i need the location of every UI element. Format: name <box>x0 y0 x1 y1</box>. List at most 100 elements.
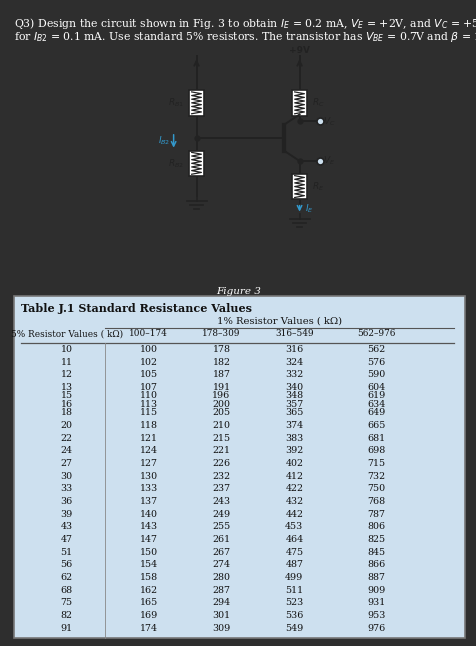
Text: 365: 365 <box>285 408 303 417</box>
Text: 487: 487 <box>285 560 303 569</box>
Text: 280: 280 <box>212 573 230 582</box>
Text: 261: 261 <box>212 535 230 544</box>
Text: 22: 22 <box>60 433 72 443</box>
FancyBboxPatch shape <box>14 296 464 638</box>
Text: 137: 137 <box>139 497 157 506</box>
Text: 732: 732 <box>367 472 385 481</box>
Text: $V_E$: $V_E$ <box>322 155 335 167</box>
Text: 150: 150 <box>139 548 157 556</box>
Text: 43: 43 <box>60 522 72 531</box>
Text: 68: 68 <box>60 585 72 594</box>
Text: 196
200: 196 200 <box>212 391 230 410</box>
Text: 374: 374 <box>285 421 303 430</box>
Text: 267: 267 <box>212 548 230 556</box>
Text: 249: 249 <box>212 510 230 519</box>
Text: 10: 10 <box>60 345 72 354</box>
Text: 866: 866 <box>367 560 385 569</box>
Text: 18: 18 <box>60 408 72 417</box>
Text: Figure 3: Figure 3 <box>216 287 260 297</box>
Text: 11: 11 <box>60 357 72 366</box>
Text: 549: 549 <box>285 623 303 632</box>
Text: 340: 340 <box>285 383 303 392</box>
Text: 75: 75 <box>60 598 72 607</box>
Text: 787: 787 <box>367 510 385 519</box>
Text: 931: 931 <box>367 598 385 607</box>
Text: 309: 309 <box>212 623 230 632</box>
Bar <box>189 90 203 116</box>
Text: Table J.1 Standard Resistance Values: Table J.1 Standard Resistance Values <box>21 302 251 313</box>
Text: 221: 221 <box>212 446 230 455</box>
Text: 464: 464 <box>285 535 303 544</box>
Text: $R_E$: $R_E$ <box>312 180 324 193</box>
Text: $R_{B2}$: $R_{B2}$ <box>167 157 183 169</box>
Text: 127: 127 <box>139 459 157 468</box>
Text: 169: 169 <box>139 611 158 620</box>
Text: 392: 392 <box>285 446 303 455</box>
Text: 237: 237 <box>212 484 230 493</box>
Text: 442: 442 <box>285 510 303 519</box>
Text: 294: 294 <box>212 598 230 607</box>
Text: 100–174: 100–174 <box>129 329 168 339</box>
Text: 523: 523 <box>285 598 303 607</box>
Text: 27: 27 <box>60 459 72 468</box>
Text: $V_C$: $V_C$ <box>322 115 335 128</box>
Text: 665: 665 <box>367 421 385 430</box>
Text: for $I_{B2}$ = 0.1 mA. Use standard 5% resistors. The transistor has $V_{BE}$ = : for $I_{B2}$ = 0.1 mA. Use standard 5% r… <box>14 30 476 45</box>
Bar <box>292 174 306 200</box>
Text: 226: 226 <box>212 459 230 468</box>
Text: 475: 475 <box>285 548 303 556</box>
Text: 107: 107 <box>139 383 157 392</box>
Text: $I_E$: $I_E$ <box>304 202 313 215</box>
Text: 147: 147 <box>139 535 157 544</box>
Text: 133: 133 <box>139 484 158 493</box>
Text: 20: 20 <box>60 421 72 430</box>
Text: 562–976: 562–976 <box>357 329 395 339</box>
Text: 24: 24 <box>60 446 72 455</box>
Text: 91: 91 <box>60 623 72 632</box>
Text: 110
113: 110 113 <box>139 391 157 410</box>
Text: 768: 768 <box>367 497 385 506</box>
Text: 681: 681 <box>367 433 385 443</box>
Text: 274: 274 <box>212 560 230 569</box>
Text: 562: 562 <box>367 345 385 354</box>
Text: 15
16: 15 16 <box>60 391 72 410</box>
Text: 178–309: 178–309 <box>202 329 240 339</box>
Text: 124: 124 <box>139 446 157 455</box>
Text: 182: 182 <box>212 357 230 366</box>
Text: 909: 909 <box>367 585 385 594</box>
Text: 348
357: 348 357 <box>285 391 303 410</box>
Text: 154: 154 <box>139 560 157 569</box>
Text: 1% Resistor Values ( kΩ): 1% Resistor Values ( kΩ) <box>217 317 341 326</box>
Text: 162: 162 <box>139 585 157 594</box>
Text: 536: 536 <box>285 611 303 620</box>
Text: 232: 232 <box>212 472 230 481</box>
Text: 316–549: 316–549 <box>275 329 313 339</box>
Text: 715: 715 <box>367 459 385 468</box>
Text: 845: 845 <box>367 548 385 556</box>
Text: 115: 115 <box>139 408 157 417</box>
Text: 953: 953 <box>367 611 385 620</box>
Text: 432: 432 <box>285 497 303 506</box>
Text: 619
634: 619 634 <box>367 391 385 410</box>
Text: 750: 750 <box>367 484 385 493</box>
Text: 332: 332 <box>285 370 303 379</box>
Text: 56: 56 <box>60 560 72 569</box>
Bar <box>292 90 306 116</box>
Text: 590: 590 <box>367 370 385 379</box>
Text: 12: 12 <box>60 370 72 379</box>
Text: 255: 255 <box>212 522 230 531</box>
Text: Q3) Design the circuit shown in Fig. 3 to obtain $I_E$ = 0.2 mA, $V_E$ = +2V, an: Q3) Design the circuit shown in Fig. 3 t… <box>14 16 476 31</box>
Text: $R_C$: $R_C$ <box>312 97 325 109</box>
Text: 191: 191 <box>212 383 230 392</box>
Text: 165: 165 <box>139 598 158 607</box>
Text: 187: 187 <box>212 370 230 379</box>
Text: 511: 511 <box>285 585 303 594</box>
Text: 82: 82 <box>60 611 72 620</box>
Text: 422: 422 <box>285 484 303 493</box>
Text: 121: 121 <box>139 433 157 443</box>
Text: 887: 887 <box>367 573 385 582</box>
Text: 243: 243 <box>212 497 230 506</box>
Text: 316: 316 <box>285 345 303 354</box>
Text: 105: 105 <box>139 370 157 379</box>
Text: 143: 143 <box>139 522 157 531</box>
